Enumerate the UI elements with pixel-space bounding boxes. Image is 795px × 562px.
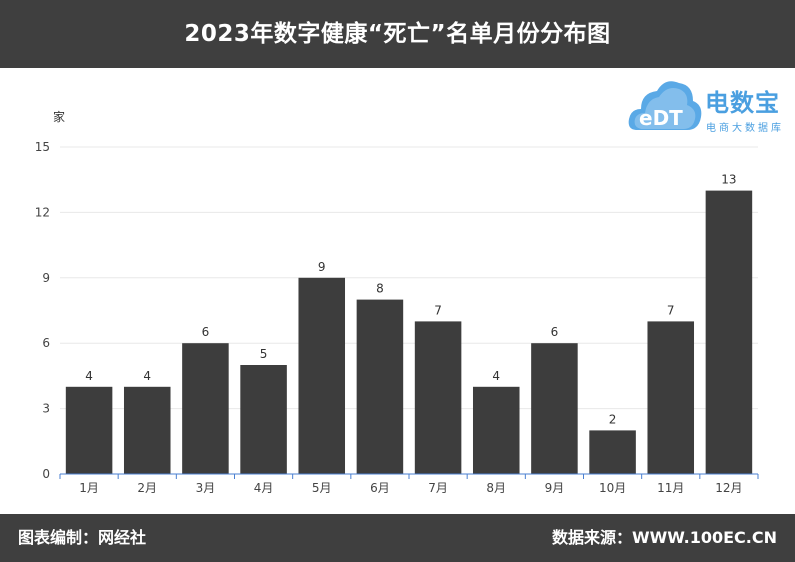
data-label: 13 bbox=[721, 173, 736, 187]
x-tick-label: 9月 bbox=[545, 481, 565, 495]
x-tick-label: 12月 bbox=[715, 481, 742, 495]
y-tick-label: 0 bbox=[42, 467, 50, 481]
data-label: 2 bbox=[609, 412, 617, 426]
footer-bar: 图表编制：网经社 数据来源：WWW.100EC.CN bbox=[0, 514, 795, 562]
data-label: 7 bbox=[667, 303, 675, 317]
bar bbox=[123, 386, 171, 474]
x-tick-label: 1月 bbox=[79, 481, 99, 495]
bar bbox=[356, 299, 404, 474]
data-label: 5 bbox=[260, 347, 268, 361]
bar bbox=[705, 190, 753, 474]
bar bbox=[414, 321, 462, 474]
data-label: 6 bbox=[202, 325, 210, 339]
y-tick-label: 3 bbox=[42, 402, 50, 416]
x-tick-label: 2月 bbox=[137, 481, 157, 495]
bar bbox=[647, 321, 695, 474]
data-label: 8 bbox=[376, 282, 384, 296]
data-label: 4 bbox=[492, 369, 500, 383]
bar bbox=[182, 343, 229, 474]
x-tick-label: 11月 bbox=[657, 481, 684, 495]
data-label: 7 bbox=[434, 303, 442, 317]
chart-title: 2023年数字健康“死亡”名单月份分布图 bbox=[184, 21, 611, 47]
bar bbox=[65, 386, 113, 474]
y-axis-unit: 家 bbox=[53, 110, 66, 124]
footer-source: 数据来源：WWW.100EC.CN bbox=[551, 528, 777, 547]
header-bar bbox=[0, 0, 795, 68]
data-label: 9 bbox=[318, 260, 326, 274]
logo: eDT 电数宝 电商大数据库 bbox=[627, 75, 792, 137]
x-tick-label: 6月 bbox=[370, 481, 390, 495]
bar-chart: 0 3 6 9 12 15 4 1月 4 2月 6 3月 5 4月 9 5月 8 6月 7 7月 4 8月 6 9月 2 10月 7… bbox=[35, 140, 759, 495]
logo-mark-text: eDT bbox=[639, 106, 683, 130]
x-tick-label: 8月 bbox=[486, 481, 506, 495]
x-tick-label: 4月 bbox=[254, 481, 274, 495]
bar bbox=[240, 365, 287, 474]
y-tick-label: 12 bbox=[35, 205, 50, 219]
cloud-logo-icon: eDT bbox=[628, 81, 702, 130]
y-tick-label: 6 bbox=[42, 336, 50, 350]
y-tick-label: 9 bbox=[42, 271, 50, 285]
bar bbox=[298, 277, 346, 474]
data-label: 4 bbox=[143, 369, 151, 383]
x-tick-label: 5月 bbox=[312, 481, 332, 495]
x-tick-label: 3月 bbox=[196, 481, 216, 495]
x-tick-label: 10月 bbox=[599, 481, 626, 495]
y-tick-label: 15 bbox=[35, 140, 50, 154]
bar bbox=[589, 430, 636, 474]
data-label: 6 bbox=[551, 325, 559, 339]
logo-brand: 电数宝 bbox=[705, 89, 780, 117]
data-label: 4 bbox=[85, 369, 93, 383]
x-tick-label: 7月 bbox=[428, 481, 448, 495]
logo-subtitle: 电商大数据库 bbox=[706, 123, 784, 134]
bar bbox=[531, 343, 578, 474]
bar bbox=[472, 386, 520, 474]
footer-compiler: 图表编制：网经社 bbox=[18, 528, 147, 547]
